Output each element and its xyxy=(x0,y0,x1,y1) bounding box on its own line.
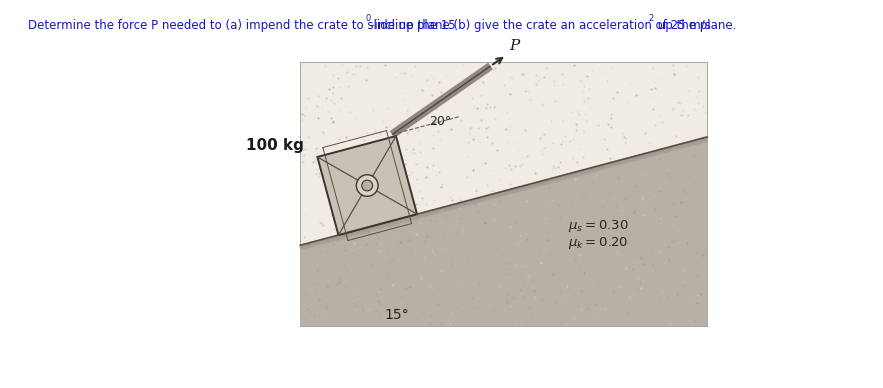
Bar xyxy=(300,62,707,326)
Text: $\mu_k = 0.20$: $\mu_k = 0.20$ xyxy=(568,235,628,251)
Text: -incline plane (b) give the crate an acceleration of 25 m/s: -incline plane (b) give the crate an acc… xyxy=(370,19,711,32)
Polygon shape xyxy=(317,136,417,235)
Text: 20°: 20° xyxy=(429,115,451,128)
Text: $\mu_s = 0.30$: $\mu_s = 0.30$ xyxy=(568,218,628,234)
Text: 15°: 15° xyxy=(385,308,410,322)
Text: P: P xyxy=(509,40,520,54)
Circle shape xyxy=(357,175,378,196)
Text: 100 kg: 100 kg xyxy=(245,138,304,153)
Text: 0: 0 xyxy=(365,14,370,23)
Text: Determine the force P needed to (a) impend the crate to slide up the 15: Determine the force P needed to (a) impe… xyxy=(28,19,456,32)
Text: 2: 2 xyxy=(649,14,653,23)
Text: up the plane.: up the plane. xyxy=(653,19,736,32)
Circle shape xyxy=(362,180,373,191)
Polygon shape xyxy=(300,137,707,326)
